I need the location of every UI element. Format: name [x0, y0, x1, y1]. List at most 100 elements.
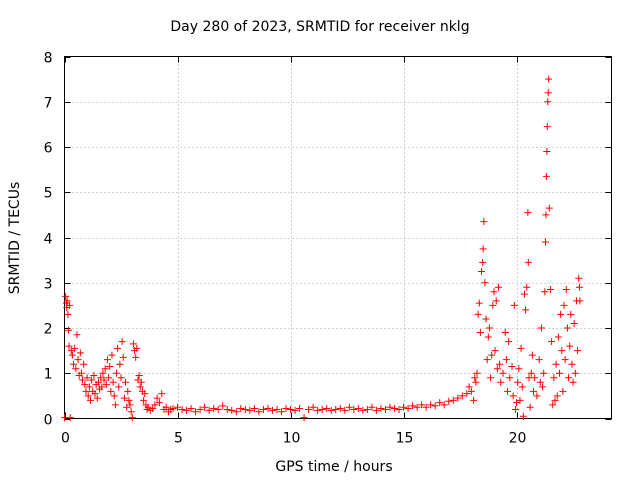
data-point	[574, 347, 582, 355]
data-point	[132, 353, 140, 361]
data-point	[91, 390, 99, 398]
data-point	[79, 376, 87, 384]
data-point	[520, 290, 528, 298]
data-point	[554, 333, 562, 341]
data-point	[544, 98, 552, 106]
data-point	[187, 405, 195, 413]
data-point	[550, 374, 558, 382]
data-point	[83, 374, 91, 382]
data-point	[471, 374, 479, 382]
data-point	[232, 408, 240, 416]
data-point	[565, 374, 573, 382]
data-point	[268, 406, 276, 414]
data-point	[282, 405, 290, 413]
data-point	[566, 342, 574, 350]
data-point	[493, 365, 501, 373]
x-tick-label: 10	[283, 431, 301, 447]
data-point	[151, 401, 159, 409]
data-point	[336, 405, 344, 413]
y-tick-label: 3	[44, 277, 53, 293]
data-point	[474, 310, 482, 318]
data-point	[413, 403, 421, 411]
data-point	[74, 356, 82, 364]
data-point	[552, 360, 560, 368]
data-point	[478, 267, 486, 275]
data-point	[219, 402, 227, 410]
data-point	[504, 387, 512, 395]
data-point	[136, 383, 144, 391]
data-point	[535, 356, 543, 364]
data-point	[542, 172, 550, 180]
data-point	[484, 333, 492, 341]
data-point	[511, 405, 519, 413]
data-point	[533, 392, 541, 400]
data-point	[523, 283, 531, 291]
data-point	[210, 405, 218, 413]
data-point	[562, 286, 570, 294]
data-point	[93, 394, 101, 402]
data-point	[108, 351, 116, 359]
data-point	[120, 394, 128, 402]
data-point	[458, 392, 466, 400]
data-point	[479, 258, 487, 266]
data-point	[85, 383, 93, 391]
data-point	[463, 390, 471, 398]
data-point	[129, 340, 137, 348]
data-point	[124, 387, 132, 395]
data-point	[291, 406, 299, 414]
y-tick-label: 2	[44, 322, 53, 338]
data-point	[400, 403, 408, 411]
data-point	[559, 387, 567, 395]
data-point	[492, 297, 500, 305]
data-point	[296, 405, 304, 413]
data-point	[153, 394, 161, 402]
data-point	[305, 405, 313, 413]
data-point	[105, 374, 113, 382]
data-point	[418, 401, 426, 409]
data-point	[475, 299, 483, 307]
data-point	[201, 403, 209, 411]
y-tick-label: 4	[44, 232, 53, 248]
data-point	[65, 342, 73, 350]
data-point	[381, 405, 389, 413]
data-point	[318, 405, 326, 413]
data-point	[127, 408, 135, 416]
data-point	[277, 408, 285, 416]
x-tick-label: 5	[174, 431, 183, 447]
data-point	[133, 344, 141, 352]
data-point	[81, 381, 89, 389]
data-point	[522, 306, 530, 314]
data-point	[372, 406, 380, 414]
data-point	[264, 405, 272, 413]
data-point	[119, 353, 127, 361]
data-point	[530, 387, 538, 395]
data-point	[228, 406, 236, 414]
data-point	[323, 405, 331, 413]
data-point	[488, 351, 496, 359]
data-point	[84, 392, 92, 400]
data-point	[391, 405, 399, 413]
data-point	[94, 378, 102, 386]
data-point	[223, 405, 231, 413]
data-point	[73, 331, 81, 339]
data-point	[102, 381, 110, 389]
x-axis-label: GPS time / hours	[275, 459, 392, 475]
data-point	[467, 387, 475, 395]
data-point	[575, 274, 583, 282]
data-point	[516, 396, 524, 404]
data-point	[490, 288, 498, 296]
data-points	[61, 75, 584, 422]
data-point	[497, 378, 505, 386]
data-point	[116, 360, 124, 368]
data-point	[65, 326, 73, 334]
data-point	[528, 351, 536, 359]
ticks-layer: 0 1 2 3 4 5 6 7 8 0 5 10 15 20	[44, 51, 612, 447]
data-point	[100, 376, 108, 384]
data-point	[567, 310, 575, 318]
data-point	[440, 401, 448, 409]
data-point	[90, 372, 98, 380]
data-point	[524, 209, 532, 217]
data-point	[569, 378, 577, 386]
data-point	[183, 406, 191, 414]
